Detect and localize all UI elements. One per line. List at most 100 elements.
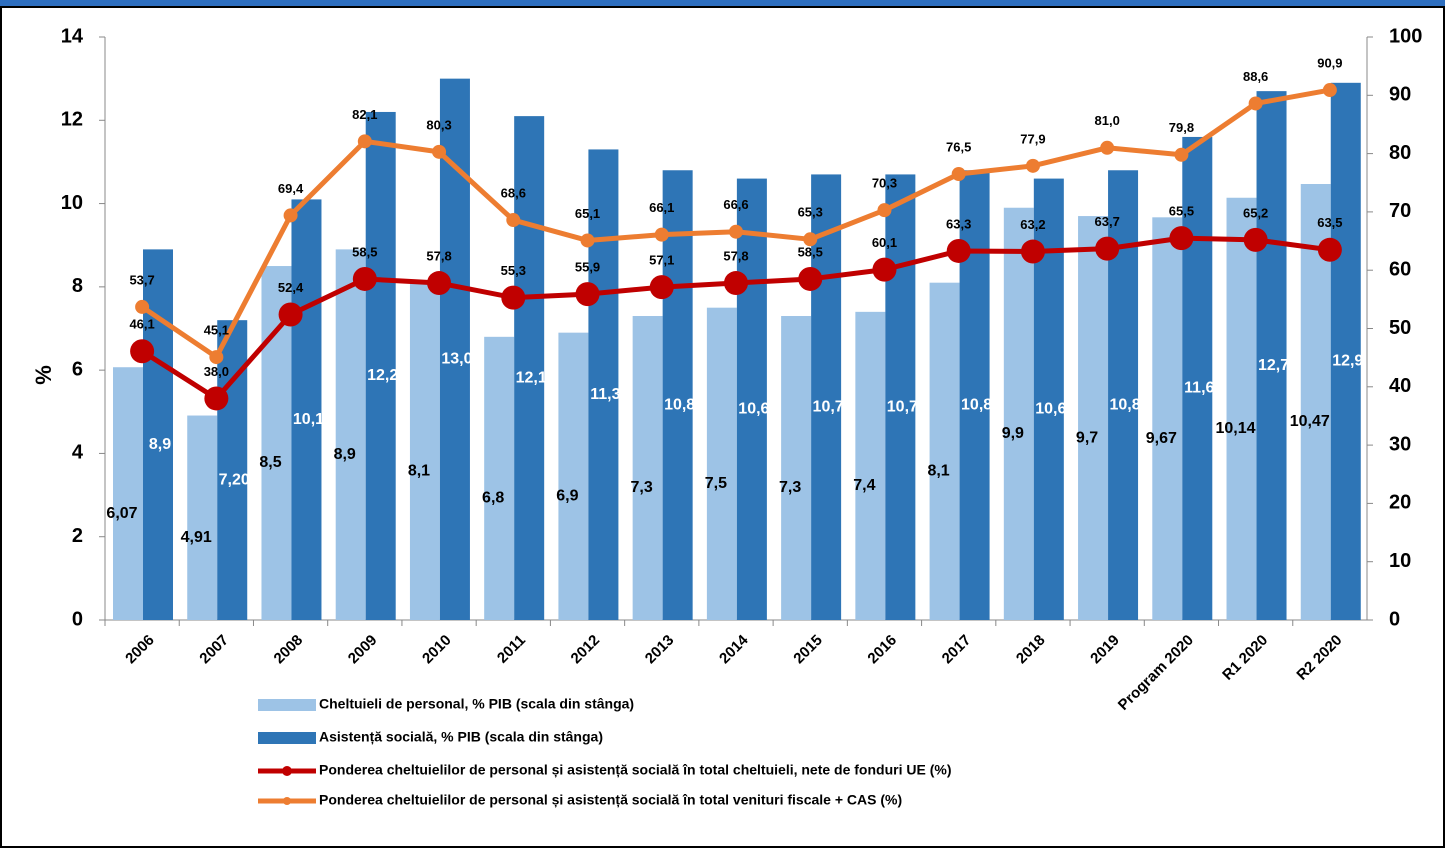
x-tick-label: R2 2020 (1293, 632, 1345, 684)
bar (885, 174, 916, 620)
bar (811, 174, 842, 620)
line-value-label: 79,8 (1169, 120, 1194, 135)
bar-value-label: 8,1 (408, 463, 430, 480)
bar (736, 178, 767, 621)
bar-value-label: 10,8 (1109, 396, 1140, 413)
y2-tick-label: 90 (1389, 84, 1411, 106)
top-strip (0, 0, 1445, 7)
line-value-label: 57,8 (426, 248, 451, 263)
line-value-label: 68,6 (501, 185, 526, 200)
bar-value-label: 10,6 (738, 401, 769, 418)
marker (204, 386, 229, 411)
x-tick-label: 2010 (419, 632, 455, 668)
line-value-label: 65,5 (1169, 204, 1194, 219)
marker (1248, 96, 1263, 111)
bar (781, 316, 812, 620)
bar-value-label: 10,14 (1216, 420, 1256, 437)
line-value-label: 88,6 (1243, 69, 1268, 84)
bar-value-label: 7,3 (631, 479, 653, 496)
x-tick-label: 2019 (1087, 632, 1123, 668)
line-value-label: 52,4 (278, 280, 304, 295)
bar (1330, 82, 1361, 621)
bar (291, 199, 322, 620)
y2-tick-label: 0 (1389, 608, 1400, 630)
marker (877, 203, 892, 218)
bar (1182, 136, 1213, 620)
bar-value-label: 7,20 (219, 471, 250, 488)
y2-tick-label: 60 (1389, 258, 1411, 280)
x-tick-label: 2017 (939, 632, 975, 668)
marker (872, 257, 897, 282)
bar (335, 249, 366, 620)
x-tick-label: 2008 (271, 632, 307, 668)
bar-value-label: 13,0 (441, 351, 472, 368)
line-value-label: 70,3 (872, 176, 897, 191)
bar-value-label: 8,9 (334, 446, 356, 463)
bar-value-label: 8,5 (259, 454, 281, 471)
x-tick-label: 2015 (790, 632, 826, 668)
line-value-label: 82,1 (352, 107, 377, 122)
bar (929, 282, 960, 620)
line-value-label: 45,1 (204, 323, 229, 338)
marker (1025, 158, 1040, 173)
bar-value-label: 12,2 (367, 367, 398, 384)
bar-value-label: 9,67 (1146, 430, 1177, 447)
bar (187, 415, 218, 620)
bar (1226, 197, 1257, 620)
marker (946, 238, 971, 263)
line-value-label: 90,9 (1317, 55, 1342, 70)
bar-value-label: 4,91 (181, 529, 212, 546)
marker (1317, 237, 1342, 262)
marker (1169, 226, 1194, 251)
x-tick-label: 2007 (196, 632, 232, 668)
bar-value-label: 12,9 (1332, 353, 1363, 370)
bar-value-label: 10,8 (961, 396, 992, 413)
y-tick-label: 8 (72, 275, 83, 297)
marker (283, 208, 298, 223)
line-value-label: 55,9 (575, 260, 600, 275)
bar-value-label: 6,9 (556, 488, 578, 505)
legend-label: Ponderea cheltuielilor de personal și as… (319, 792, 902, 808)
bar (1078, 216, 1109, 621)
bar (365, 111, 396, 620)
marker (278, 302, 303, 327)
y2-tick-label: 10 (1389, 550, 1411, 572)
x-tick-label: 2009 (345, 632, 381, 668)
bar (1256, 91, 1287, 620)
bar-value-label: 10,8 (664, 396, 695, 413)
marker (1174, 147, 1189, 162)
bar-value-label: 7,5 (705, 475, 727, 492)
line-value-label: 60,1 (872, 235, 897, 250)
legend-label: Cheltuieli de personal, % PIB (scala din… (319, 696, 634, 712)
bar-value-label: 11,3 (590, 386, 620, 403)
line-value-label: 57,8 (723, 248, 748, 263)
x-tick-label: 2014 (716, 631, 752, 667)
x-tick-label: 2018 (1013, 632, 1049, 668)
bar (113, 367, 143, 620)
line-value-label: 63,2 (1020, 217, 1045, 232)
x-tick-label: R1 2020 (1219, 632, 1271, 684)
x-tick-label: 2012 (568, 632, 604, 668)
bar (855, 311, 886, 620)
y-tick-label: 0 (72, 608, 83, 630)
bar-value-label: 12,1 (516, 369, 547, 386)
bar (588, 149, 619, 620)
marker (1322, 83, 1337, 98)
marker (798, 266, 823, 291)
line-value-label: 77,9 (1020, 131, 1045, 146)
y2-tick-label: 20 (1389, 492, 1411, 514)
line-value-label: 65,3 (798, 205, 823, 220)
y2-tick-label: 40 (1389, 375, 1411, 397)
bar-value-label: 12,7 (1258, 357, 1289, 374)
marker (1100, 140, 1115, 155)
bar (558, 332, 589, 620)
bar (1152, 217, 1183, 620)
bar-value-label: 6,8 (482, 490, 504, 507)
bar (1003, 207, 1034, 620)
y2-tick-label: 80 (1389, 142, 1411, 164)
bar-value-label: 8,1 (927, 463, 949, 480)
marker (575, 282, 600, 307)
marker (432, 144, 447, 159)
legend-label: Ponderea cheltuielilor de personal și as… (319, 762, 951, 778)
